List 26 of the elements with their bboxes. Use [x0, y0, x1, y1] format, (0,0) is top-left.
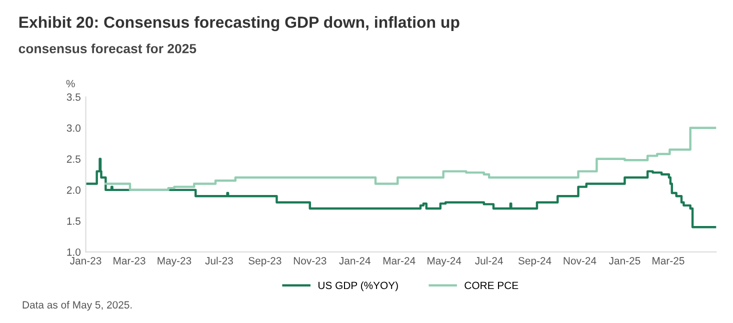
x-tick-label: Sep-23: [248, 257, 282, 267]
y-tick-label: 3.5: [66, 93, 80, 101]
x-tick-label: Nov-24: [564, 257, 596, 264]
chart-title: Exhibit 20: Consensus forecasting GDP down, inflation up: [19, 16, 460, 32]
x-tick-label: Jan-23: [70, 257, 102, 264]
x-tick-label: Jan-24: [339, 257, 370, 264]
x-tick-label: Mar-24: [383, 257, 416, 264]
y-tick-label: 1.0: [67, 248, 80, 256]
y-tick-label: 1.5: [67, 218, 80, 225]
y-tick-label: 2.0: [66, 186, 80, 194]
text: Data as of May 5, 2025.: [22, 300, 132, 311]
x-tick-label: Nov-23: [294, 257, 326, 264]
x-tick-label: May-24: [428, 257, 462, 267]
x-tick-label: May-23: [158, 257, 192, 267]
chart-subtitle: consensus forecast for 2025: [18, 44, 196, 54]
legend-label: US GDP (%YOY): [318, 281, 398, 292]
y-tick-label: 3.0: [66, 124, 80, 132]
x-tick-label: Mar-23: [114, 257, 146, 264]
x-tick-label: Jul-24: [475, 256, 503, 264]
y-axis-title: %: [66, 80, 75, 88]
y-tick-label: 2.5: [66, 155, 80, 163]
x-tick-label: Jul-23: [205, 256, 233, 264]
x-tick-label: Sep-24: [518, 257, 552, 267]
legend-label: CORE PCE: [464, 282, 518, 290]
x-tick-label: Jan-25: [608, 257, 640, 264]
x-tick-label: Mar-25: [652, 257, 684, 264]
